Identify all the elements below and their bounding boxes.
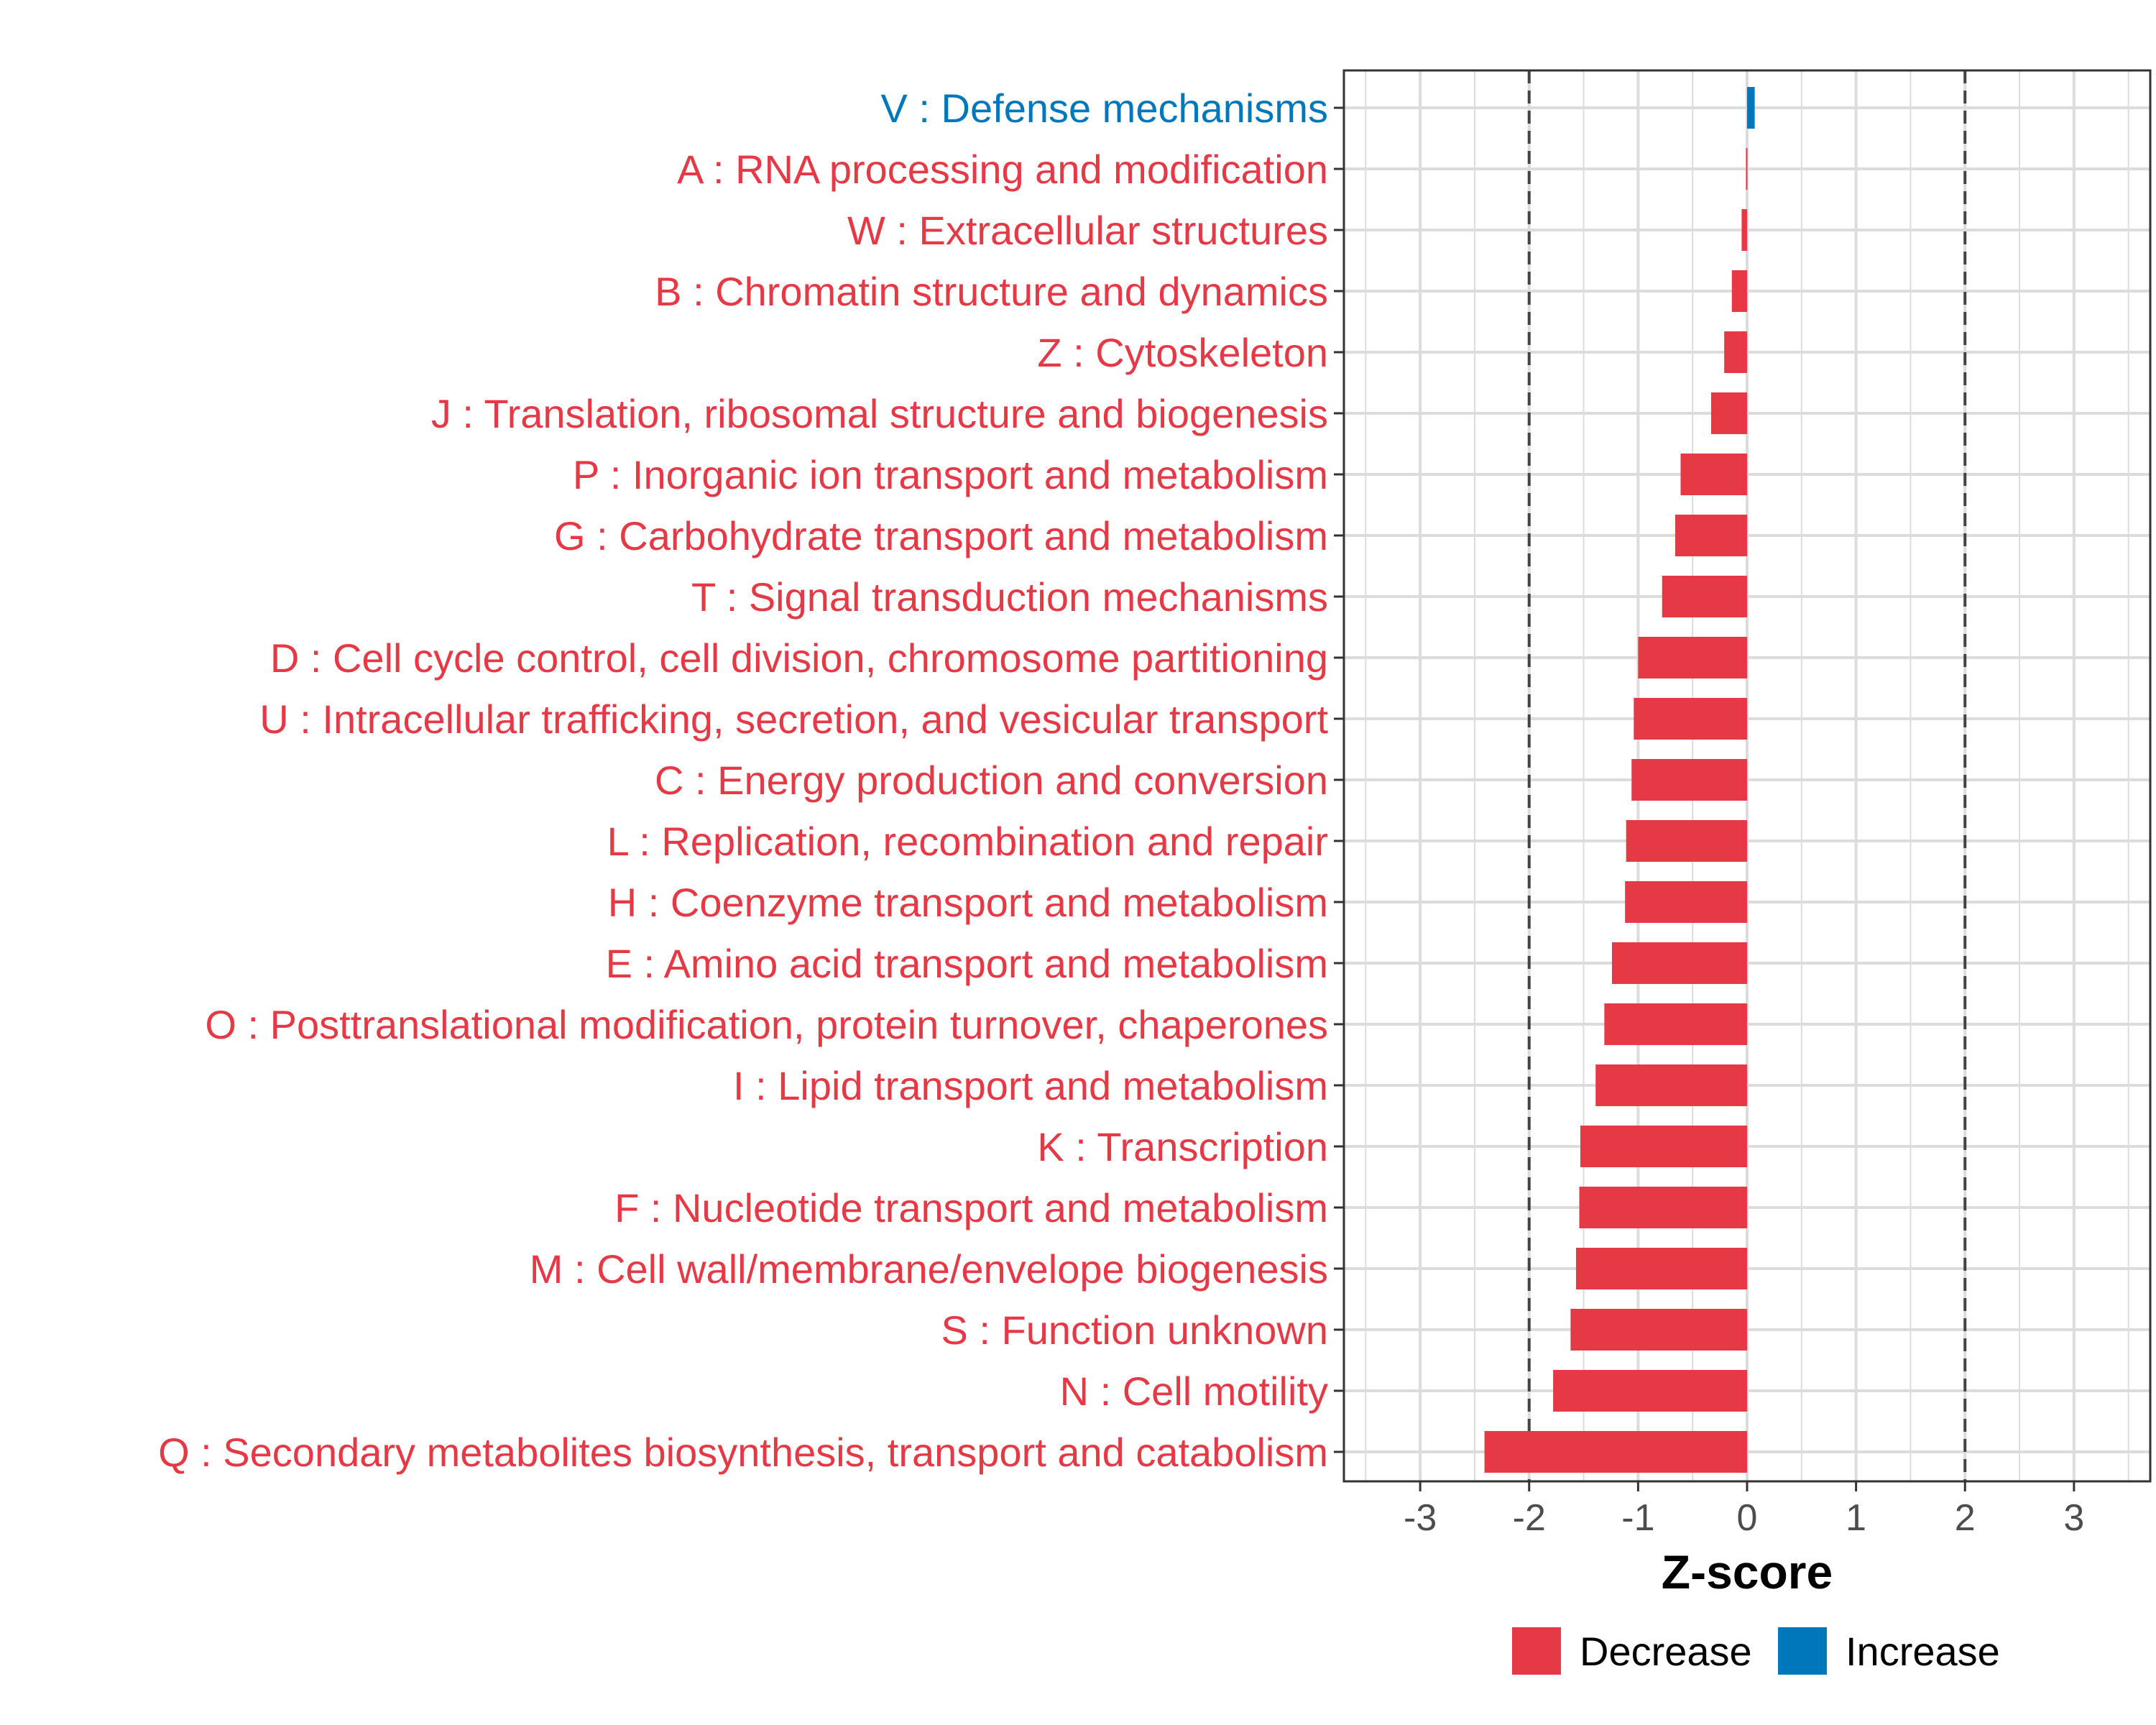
category-label: V : Defense mechanisms bbox=[881, 86, 1328, 131]
x-tick-label: -1 bbox=[1621, 1497, 1654, 1539]
x-tick-label: -2 bbox=[1513, 1497, 1546, 1539]
category-label: N : Cell motility bbox=[1060, 1368, 1328, 1414]
y-axis-ticks bbox=[1334, 106, 1344, 1453]
bar-s bbox=[1570, 1309, 1747, 1351]
bars bbox=[1484, 87, 1755, 1473]
x-axis-title: Z-score bbox=[1662, 1545, 1833, 1598]
bar-i bbox=[1595, 1064, 1747, 1106]
bar-v bbox=[1747, 87, 1755, 129]
category-label: F : Nucleotide transport and metabolism bbox=[614, 1185, 1328, 1230]
bar-e bbox=[1611, 942, 1747, 984]
x-tick-label: -3 bbox=[1404, 1497, 1437, 1539]
bar-w bbox=[1741, 209, 1747, 251]
category-label: T : Signal transduction mechanisms bbox=[691, 574, 1328, 620]
category-label: E : Amino acid transport and metabolism bbox=[606, 941, 1328, 986]
category-labels: V : Defense mechanisms A : RNA processing… bbox=[158, 86, 1328, 1475]
category-label: L : Replication, recombination and repai… bbox=[607, 819, 1328, 864]
bar-a bbox=[1746, 148, 1748, 190]
bar-o bbox=[1604, 1003, 1747, 1045]
x-tick-label: 2 bbox=[1955, 1497, 1976, 1539]
bar-f bbox=[1579, 1187, 1747, 1228]
bar-m bbox=[1575, 1248, 1747, 1289]
category-label: K : Transcription bbox=[1037, 1124, 1328, 1169]
bar-j bbox=[1710, 392, 1747, 434]
bar-p bbox=[1680, 454, 1747, 495]
bar-d bbox=[1638, 637, 1747, 678]
bar-g bbox=[1674, 515, 1747, 556]
category-label: S : Function unknown bbox=[941, 1307, 1328, 1353]
bar-k bbox=[1580, 1126, 1747, 1167]
category-label: B : Chromatin structure and dynamics bbox=[655, 269, 1328, 314]
category-label: J : Translation, ribosomal structure and… bbox=[431, 391, 1328, 436]
category-label: H : Coenzyme transport and metabolism bbox=[608, 880, 1328, 925]
legend: Decrease Increase bbox=[1512, 1627, 2000, 1675]
category-label: C : Energy production and conversion bbox=[655, 758, 1328, 803]
category-label: Q : Secondary metabolites biosynthesis, … bbox=[158, 1430, 1328, 1475]
bar-u bbox=[1634, 698, 1747, 740]
bar-h bbox=[1625, 881, 1747, 923]
reference-lines bbox=[1527, 70, 1967, 1481]
legend-label-increase: Increase bbox=[1846, 1629, 2000, 1674]
category-label: W : Extracellular structures bbox=[847, 208, 1328, 253]
legend-swatch-decrease bbox=[1512, 1627, 1561, 1675]
x-tick-label: 3 bbox=[2063, 1497, 2084, 1539]
bar-b bbox=[1731, 270, 1747, 312]
bar-l bbox=[1626, 820, 1747, 862]
bar-q bbox=[1484, 1431, 1747, 1473]
x-axis-ticks: -3 -2 -1 0 1 2 3 bbox=[1404, 1481, 2084, 1539]
bar-z bbox=[1724, 331, 1747, 373]
bar-c bbox=[1631, 759, 1747, 801]
category-label: I : Lipid transport and metabolism bbox=[733, 1063, 1328, 1108]
category-label: D : Cell cycle control, cell division, c… bbox=[270, 635, 1328, 681]
legend-swatch-increase bbox=[1778, 1627, 1827, 1675]
category-label: A : RNA processing and modification bbox=[677, 147, 1328, 192]
bar-t bbox=[1662, 576, 1747, 617]
category-label: Z : Cytoskeleton bbox=[1037, 330, 1328, 375]
category-label: M : Cell wall/membrane/envelope biogenes… bbox=[530, 1246, 1328, 1292]
x-tick-label: 1 bbox=[1846, 1497, 1866, 1539]
x-tick-label: 0 bbox=[1737, 1497, 1758, 1539]
category-label: G : Carbohydrate transport and metabolis… bbox=[554, 513, 1328, 558]
bar-n bbox=[1553, 1370, 1747, 1412]
category-label: U : Intracellular trafficking, secretion… bbox=[259, 696, 1328, 742]
legend-label-decrease: Decrease bbox=[1580, 1629, 1752, 1674]
category-label: P : Inorganic ion transport and metaboli… bbox=[573, 452, 1328, 497]
category-label: O : Posttranslational modification, prot… bbox=[205, 1002, 1328, 1047]
